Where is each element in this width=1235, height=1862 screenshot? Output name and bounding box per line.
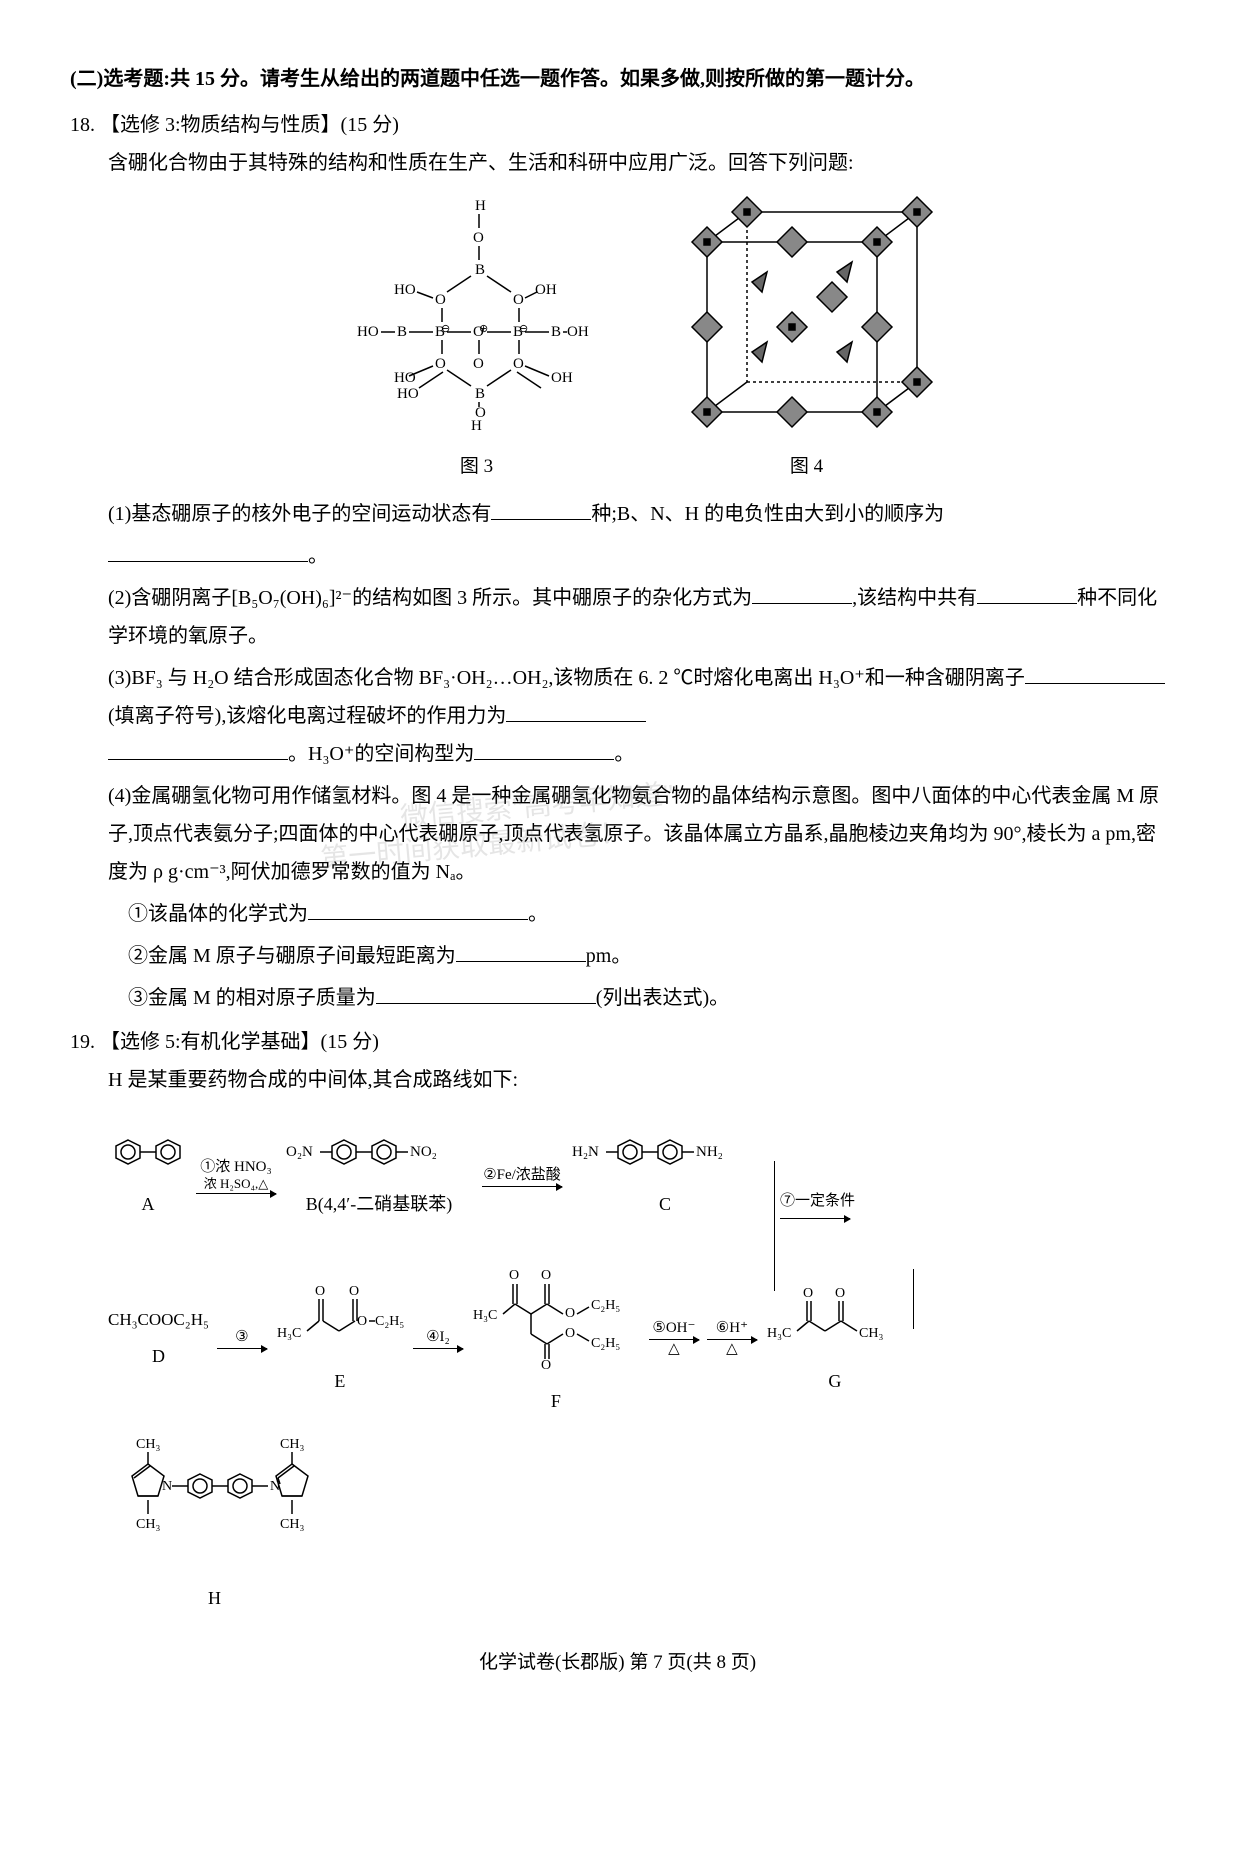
svg-text:B: B <box>475 386 485 402</box>
svg-text:O: O <box>513 292 524 308</box>
svg-text:HO: HO <box>394 282 416 298</box>
arrow-5: ⑤OH⁻ △ <box>649 1319 699 1358</box>
question-18: 18. 【选修 3:物质结构与性质】(15 分) 含硼化合物由于其特殊的结构和性… <box>70 106 1165 1017</box>
question-19: 19. 【选修 5:有机化学基础】(15 分) H 是某重要药物合成的中间体,其… <box>70 1023 1165 1615</box>
svg-text:⊖: ⊖ <box>519 323 528 335</box>
svg-text:CH₃: CH₃ <box>859 1326 883 1341</box>
svg-text:B: B <box>397 324 407 340</box>
blank <box>506 702 646 722</box>
svg-text:B: B <box>475 262 485 278</box>
svg-text:OH: OH <box>567 324 589 340</box>
blank <box>977 584 1077 604</box>
svg-text:CH₃: CH₃ <box>136 1437 160 1452</box>
svg-text:O: O <box>357 1314 367 1329</box>
svg-text:⊖: ⊖ <box>441 323 450 335</box>
bracket-right-bottom <box>913 1269 914 1329</box>
arrow-4: ④I₂ <box>413 1328 463 1349</box>
svg-text:O: O <box>565 1326 575 1341</box>
molecule-G: H₃C O O CH₃ <box>765 1279 905 1398</box>
q19-number: 19. <box>70 1031 95 1053</box>
q18-item2: (2)含硼阴离子[B₅O₇(OH)₆]²⁻的结构如图 3 所示。其中硼原子的杂化… <box>108 579 1165 655</box>
page-footer: 化学试卷(长郡版) 第 7 页(共 8 页) <box>70 1645 1165 1681</box>
blank <box>108 740 288 760</box>
arrow-3: ③ <box>217 1328 267 1349</box>
svg-text:H: H <box>471 418 482 432</box>
molecule-E: H₃C O O O C₂H₅ <box>275 1279 405 1398</box>
svg-text:O: O <box>435 356 446 372</box>
svg-text:H₃C: H₃C <box>473 1308 497 1323</box>
blank <box>108 542 308 562</box>
arrow-6: ⑥H⁺ △ <box>707 1319 757 1358</box>
svg-text:O: O <box>541 1358 551 1369</box>
q18-item3: (3)BF₃ 与 H₂O 结合形成固态化合物 BF₃·OH₂…OH₂,该物质在 … <box>108 659 1165 773</box>
svg-text:NH₂: NH₂ <box>696 1144 723 1160</box>
svg-text:CH₃: CH₃ <box>280 1437 304 1452</box>
section-heading: (二)选考题:共 15 分。请考生从给出的两道题中任选一题作答。如果多做,则按所… <box>70 60 1165 98</box>
bracket-right: ⑦一定条件 <box>774 1161 775 1291</box>
figures-row: H O B O O HO OH <box>108 192 1165 485</box>
fig3-svg: H O B O O HO OH <box>337 192 617 432</box>
fig4-caption: 图 4 <box>677 449 937 485</box>
svg-text:NO₂: NO₂ <box>410 1144 437 1160</box>
molecule-A: A <box>108 1132 188 1221</box>
blank <box>456 942 586 962</box>
svg-text:C₂H₅: C₂H₅ <box>591 1336 620 1351</box>
molecule-C: H₂N NH₂ C <box>570 1132 760 1221</box>
q19-title: 【选修 5:有机化学基础】(15 分) <box>100 1031 379 1053</box>
svg-text:HO: HO <box>397 386 419 402</box>
svg-text:C₂H₅: C₂H₅ <box>375 1314 404 1329</box>
svg-text:OH: OH <box>535 282 557 298</box>
blank <box>376 984 596 1004</box>
blank <box>752 584 852 604</box>
figure-3: H O B O O HO OH <box>337 192 617 485</box>
svg-text:H: H <box>475 198 486 214</box>
svg-text:B: B <box>551 324 561 340</box>
q18-title: 【选修 3:物质结构与性质】(15 分) <box>100 114 399 136</box>
svg-text:HO: HO <box>357 324 379 340</box>
figure-4: 图 4 <box>677 192 937 485</box>
molecule-D: CH₃COOC₂H₅ D <box>108 1304 209 1372</box>
svg-text:O: O <box>473 230 484 246</box>
blank <box>491 500 591 520</box>
molecule-B: O₂N NO₂ B(4,4′-二硝基联苯) <box>284 1132 474 1221</box>
svg-text:O: O <box>803 1286 813 1301</box>
svg-text:CH₃: CH₃ <box>280 1517 304 1532</box>
molecule-F: H₃C O O <box>471 1259 641 1418</box>
svg-text:O: O <box>513 356 524 372</box>
svg-text:O₂N: O₂N <box>286 1144 313 1160</box>
svg-text:⊕: ⊕ <box>479 323 488 335</box>
q18-item1: (1)基态硼原子的核外电子的空间运动状态有种;B、N、H 的电负性由大到小的顺序… <box>108 495 1165 533</box>
svg-text:O: O <box>565 1306 575 1321</box>
q18-item4: (4)金属硼氢化物可用作储氢材料。图 4 是一种金属硼氢化物氨合物的晶体结构示意… <box>108 777 1165 891</box>
arrow-2: ②Fe/浓盐酸 <box>482 1166 562 1187</box>
fig4-svg <box>677 192 937 432</box>
svg-text:N: N <box>162 1479 172 1494</box>
molecule-H: CH₃ N CH₃ <box>108 1436 1165 1615</box>
svg-text:OH: OH <box>551 370 573 386</box>
q18-number: 18. <box>70 114 95 136</box>
svg-text:O: O <box>541 1268 551 1283</box>
svg-text:O: O <box>435 292 446 308</box>
synthesis-route: A ①浓 HNO₃ 浓 H₂SO₄,△ O₂N <box>108 1111 1165 1615</box>
svg-text:C₂H₅: C₂H₅ <box>591 1298 620 1313</box>
svg-text:O: O <box>509 1268 519 1283</box>
q19-intro: H 是某重要药物合成的中间体,其合成路线如下: <box>108 1061 1165 1099</box>
svg-text:H₃C: H₃C <box>767 1326 791 1341</box>
svg-text:HO: HO <box>394 370 416 386</box>
blank <box>1025 664 1165 684</box>
svg-text:H₂N: H₂N <box>572 1144 599 1160</box>
q18-intro: 含硼化合物由于其特殊的结构和性质在生产、生活和科研中应用广泛。回答下列问题: <box>108 144 1165 182</box>
blank <box>474 740 614 760</box>
svg-text:O: O <box>349 1284 359 1299</box>
fig3-caption: 图 3 <box>337 449 617 485</box>
blank <box>308 900 528 920</box>
svg-text:O: O <box>835 1286 845 1301</box>
svg-text:H₃C: H₃C <box>277 1326 301 1341</box>
svg-text:CH₃: CH₃ <box>136 1517 160 1532</box>
svg-text:O: O <box>473 356 484 372</box>
arrow-1: ①浓 HNO₃ 浓 H₂SO₄,△ <box>196 1158 276 1195</box>
svg-text:O: O <box>315 1284 325 1299</box>
